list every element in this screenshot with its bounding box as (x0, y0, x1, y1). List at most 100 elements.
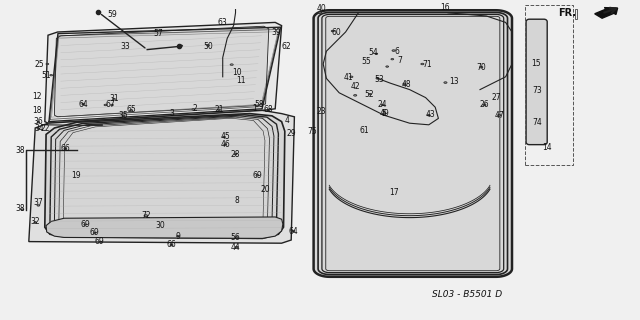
Circle shape (421, 63, 424, 65)
Text: 16: 16 (440, 3, 450, 12)
Text: 9: 9 (175, 232, 180, 241)
Circle shape (268, 109, 270, 110)
Text: 24: 24 (378, 100, 388, 109)
Text: 25: 25 (35, 60, 45, 68)
Circle shape (483, 104, 486, 106)
Text: 33: 33 (120, 42, 130, 51)
Circle shape (386, 66, 388, 67)
Text: 62: 62 (282, 42, 292, 51)
Polygon shape (29, 110, 294, 243)
Circle shape (170, 244, 173, 246)
Text: 8: 8 (234, 196, 239, 205)
Circle shape (206, 45, 210, 46)
Text: 43: 43 (425, 110, 435, 119)
Polygon shape (45, 22, 282, 123)
Circle shape (37, 128, 40, 129)
Circle shape (375, 53, 378, 54)
Text: 35: 35 (118, 111, 129, 120)
Circle shape (369, 93, 371, 95)
Text: 64: 64 (78, 100, 88, 109)
Text: 21: 21 (214, 105, 223, 114)
Circle shape (354, 95, 357, 96)
Text: 37: 37 (33, 198, 44, 207)
Circle shape (37, 122, 40, 123)
Circle shape (332, 30, 335, 32)
Text: 34: 34 (35, 124, 45, 133)
Text: SL03 - B5501 D: SL03 - B5501 D (432, 290, 502, 299)
Text: 40: 40 (316, 4, 326, 13)
Text: 46: 46 (220, 140, 230, 149)
Polygon shape (526, 19, 547, 145)
Circle shape (383, 113, 385, 114)
Text: 38: 38 (15, 146, 26, 155)
Circle shape (498, 115, 501, 116)
Circle shape (144, 215, 148, 217)
Circle shape (129, 109, 133, 111)
Text: 64: 64 (288, 227, 298, 236)
Text: 32: 32 (30, 217, 40, 226)
Text: 72: 72 (141, 211, 151, 220)
Circle shape (179, 45, 183, 47)
Text: 3: 3 (169, 109, 174, 118)
Text: 63: 63 (218, 18, 228, 27)
Text: 69: 69 (90, 228, 100, 237)
Circle shape (46, 63, 49, 65)
Text: 74: 74 (532, 118, 543, 127)
Text: 52: 52 (364, 90, 374, 99)
Circle shape (236, 246, 239, 248)
Text: 29: 29 (286, 129, 296, 138)
Text: 55: 55 (361, 57, 371, 66)
Text: 7: 7 (397, 56, 403, 65)
Circle shape (403, 83, 406, 85)
Circle shape (223, 136, 225, 138)
Circle shape (376, 78, 380, 79)
Circle shape (230, 64, 234, 66)
Text: 14: 14 (542, 143, 552, 152)
Circle shape (444, 82, 447, 84)
Text: 48: 48 (401, 80, 412, 89)
Circle shape (82, 103, 84, 105)
Text: 60: 60 (331, 28, 341, 36)
Circle shape (50, 75, 52, 76)
Text: 2: 2 (193, 104, 198, 113)
Text: 23: 23 (316, 107, 326, 116)
Text: 56: 56 (230, 233, 241, 242)
Circle shape (381, 104, 384, 106)
Text: 12: 12 (32, 92, 41, 100)
Circle shape (34, 222, 36, 223)
Text: 38: 38 (15, 204, 26, 213)
Text: 26: 26 (479, 100, 490, 109)
Text: 67: 67 (105, 100, 115, 109)
Text: 45: 45 (220, 132, 230, 141)
Circle shape (392, 50, 396, 52)
Text: 22: 22 (40, 124, 49, 132)
Text: 28: 28 (231, 150, 240, 159)
Text: 44: 44 (230, 243, 241, 252)
Text: 11: 11 (237, 76, 246, 84)
Circle shape (480, 67, 483, 68)
Text: 58: 58 (254, 100, 264, 109)
Text: 39: 39 (271, 28, 282, 36)
Polygon shape (314, 10, 512, 277)
Circle shape (98, 12, 101, 13)
Circle shape (84, 224, 86, 225)
Circle shape (113, 99, 115, 100)
Text: 70: 70 (476, 63, 486, 72)
Circle shape (104, 104, 108, 106)
Text: 69: 69 (94, 237, 104, 246)
Text: 57: 57 (154, 29, 164, 38)
Polygon shape (54, 26, 269, 117)
Circle shape (111, 104, 113, 106)
Text: 61: 61 (360, 126, 370, 135)
Text: 53: 53 (374, 75, 384, 84)
Circle shape (224, 144, 227, 145)
Circle shape (428, 115, 431, 116)
Text: FR.: FR. (558, 8, 576, 18)
Text: 30: 30 (155, 221, 165, 230)
Text: 42: 42 (350, 82, 360, 91)
Text: 1: 1 (252, 104, 257, 113)
Text: 49: 49 (379, 109, 389, 118)
Polygon shape (46, 217, 283, 238)
Text: 36: 36 (33, 117, 44, 126)
Text: 20: 20 (260, 185, 271, 194)
